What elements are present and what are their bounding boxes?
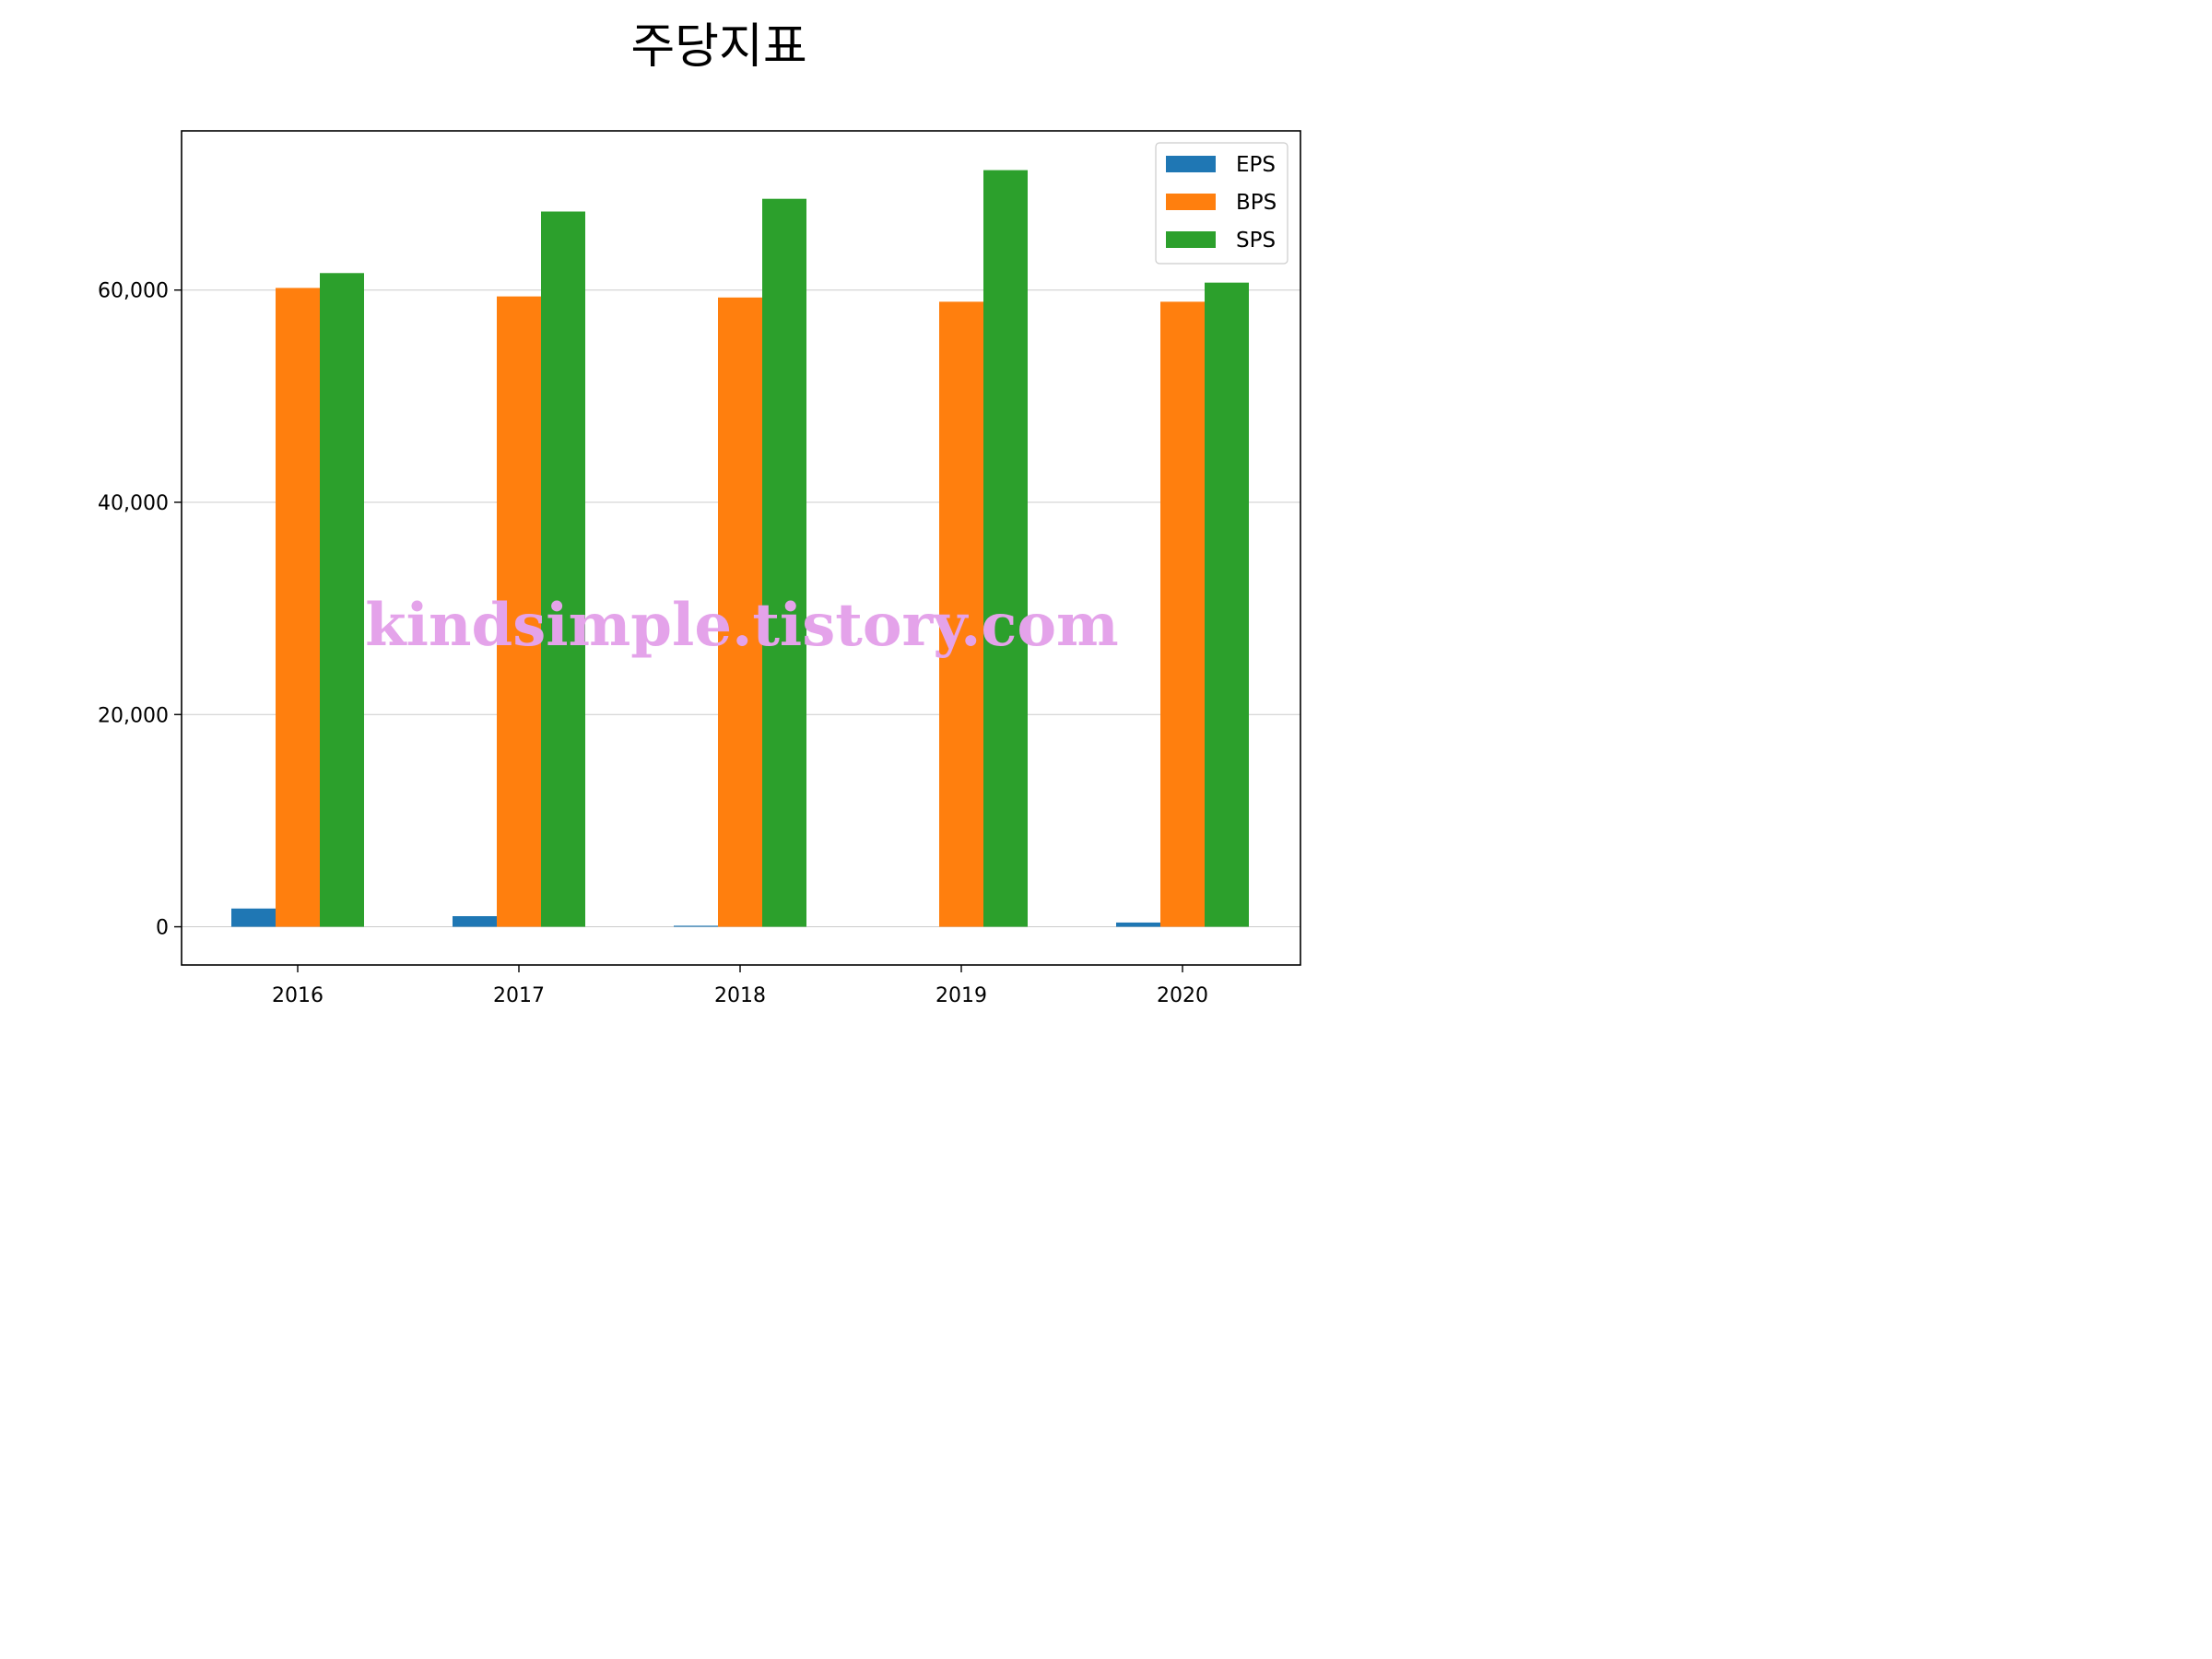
watermark-text: kindsimple.tistory.com bbox=[365, 591, 1118, 660]
legend-label-sps: SPS bbox=[1236, 229, 1276, 253]
axes-frame bbox=[181, 130, 1301, 966]
x-tick-label: 2016 bbox=[272, 984, 324, 1007]
bar-bps-2019 bbox=[939, 301, 983, 927]
bar-eps-2018 bbox=[674, 925, 718, 927]
x-tick-label: 2020 bbox=[1157, 984, 1208, 1007]
y-tick-label: 20,000 bbox=[98, 704, 169, 727]
legend-label-eps: EPS bbox=[1236, 153, 1276, 177]
bar-bps-2017 bbox=[497, 296, 541, 927]
bars bbox=[231, 170, 1249, 927]
bar-eps-2016 bbox=[231, 908, 276, 927]
y-tick-label: 40,000 bbox=[98, 492, 169, 515]
x-tick-label: 2017 bbox=[493, 984, 545, 1007]
chart-title: 주당지표 bbox=[630, 19, 807, 75]
bar-sps-2016 bbox=[320, 273, 364, 927]
bar-eps-2017 bbox=[453, 916, 497, 927]
x-tick-label: 2019 bbox=[935, 984, 987, 1007]
legend-swatch-eps bbox=[1166, 156, 1216, 172]
x-tick-label: 2018 bbox=[714, 984, 766, 1007]
bar-bps-2020 bbox=[1160, 301, 1205, 927]
legend-swatch-bps bbox=[1166, 194, 1216, 210]
axis-ticks: 0 20,000 40,000 60,000 2016 2017 2018 2019 2020 bbox=[98, 280, 1208, 1007]
bar-bps-2018 bbox=[718, 297, 762, 927]
y-tick-label: 0 bbox=[156, 917, 169, 940]
bar-sps-2019 bbox=[983, 170, 1028, 927]
bar-sps-2018 bbox=[762, 198, 806, 927]
y-tick-label: 60,000 bbox=[98, 280, 169, 303]
legend-label-bps: BPS bbox=[1236, 191, 1277, 215]
legend: EPS BPS SPS bbox=[1155, 142, 1288, 265]
bar-sps-2020 bbox=[1205, 282, 1249, 927]
legend-swatch-sps bbox=[1166, 231, 1216, 248]
bar-bps-2016 bbox=[276, 288, 320, 927]
bar-eps-2020 bbox=[1116, 922, 1160, 927]
bar-sps-2017 bbox=[541, 211, 585, 927]
